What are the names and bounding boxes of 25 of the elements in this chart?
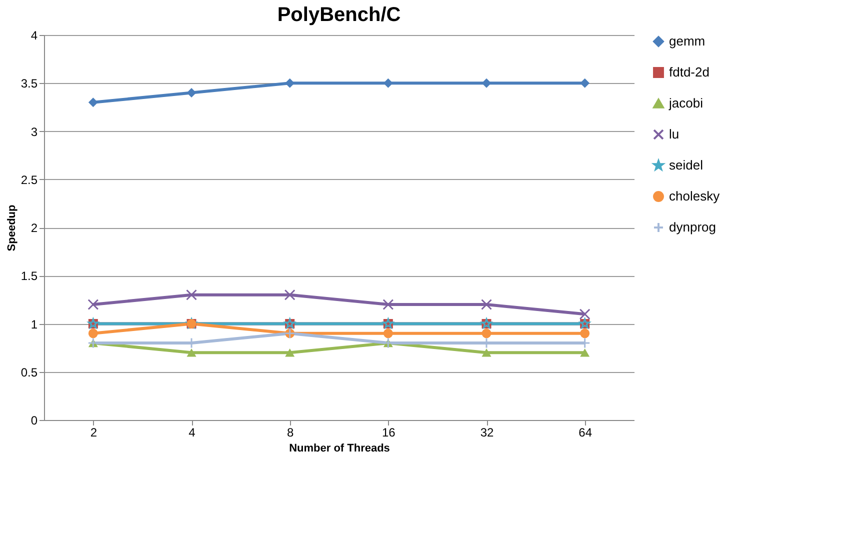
- x-tick-label: 8: [286, 426, 294, 440]
- y-tick-label: 2: [30, 221, 38, 235]
- x-tick-label: 2: [90, 426, 98, 440]
- chart-title: PolyBench/C: [277, 4, 401, 26]
- y-axis-title: Speedup: [6, 204, 18, 252]
- y-tick-label: 1: [30, 317, 38, 332]
- y-tick-label: 2.5: [20, 172, 38, 187]
- legend-label: fdtd-2d: [669, 64, 710, 80]
- y-tick-label: 3: [30, 124, 38, 139]
- x-tick-label: 64: [578, 426, 592, 440]
- x-tick-label: 16: [382, 426, 396, 440]
- y-tick-label: 4: [30, 28, 38, 42]
- legend-label: cholesky: [669, 188, 720, 204]
- y-tick-label: 1.5: [20, 269, 38, 284]
- legend-label: dynprog: [669, 220, 716, 234]
- legend-label: seidel: [669, 158, 704, 172]
- y-tick-label: 0.5: [20, 365, 38, 380]
- legend-label: lu: [669, 126, 680, 142]
- legend-label: jacobi: [668, 96, 704, 110]
- x-tick-label: 32: [480, 426, 494, 440]
- x-axis-title: Number of Threads: [289, 442, 390, 454]
- legend-label: gemm: [669, 34, 706, 48]
- y-tick-label: 3.5: [20, 76, 38, 91]
- x-tick-label: 4: [188, 426, 196, 440]
- y-tick-label: 0: [30, 414, 38, 428]
